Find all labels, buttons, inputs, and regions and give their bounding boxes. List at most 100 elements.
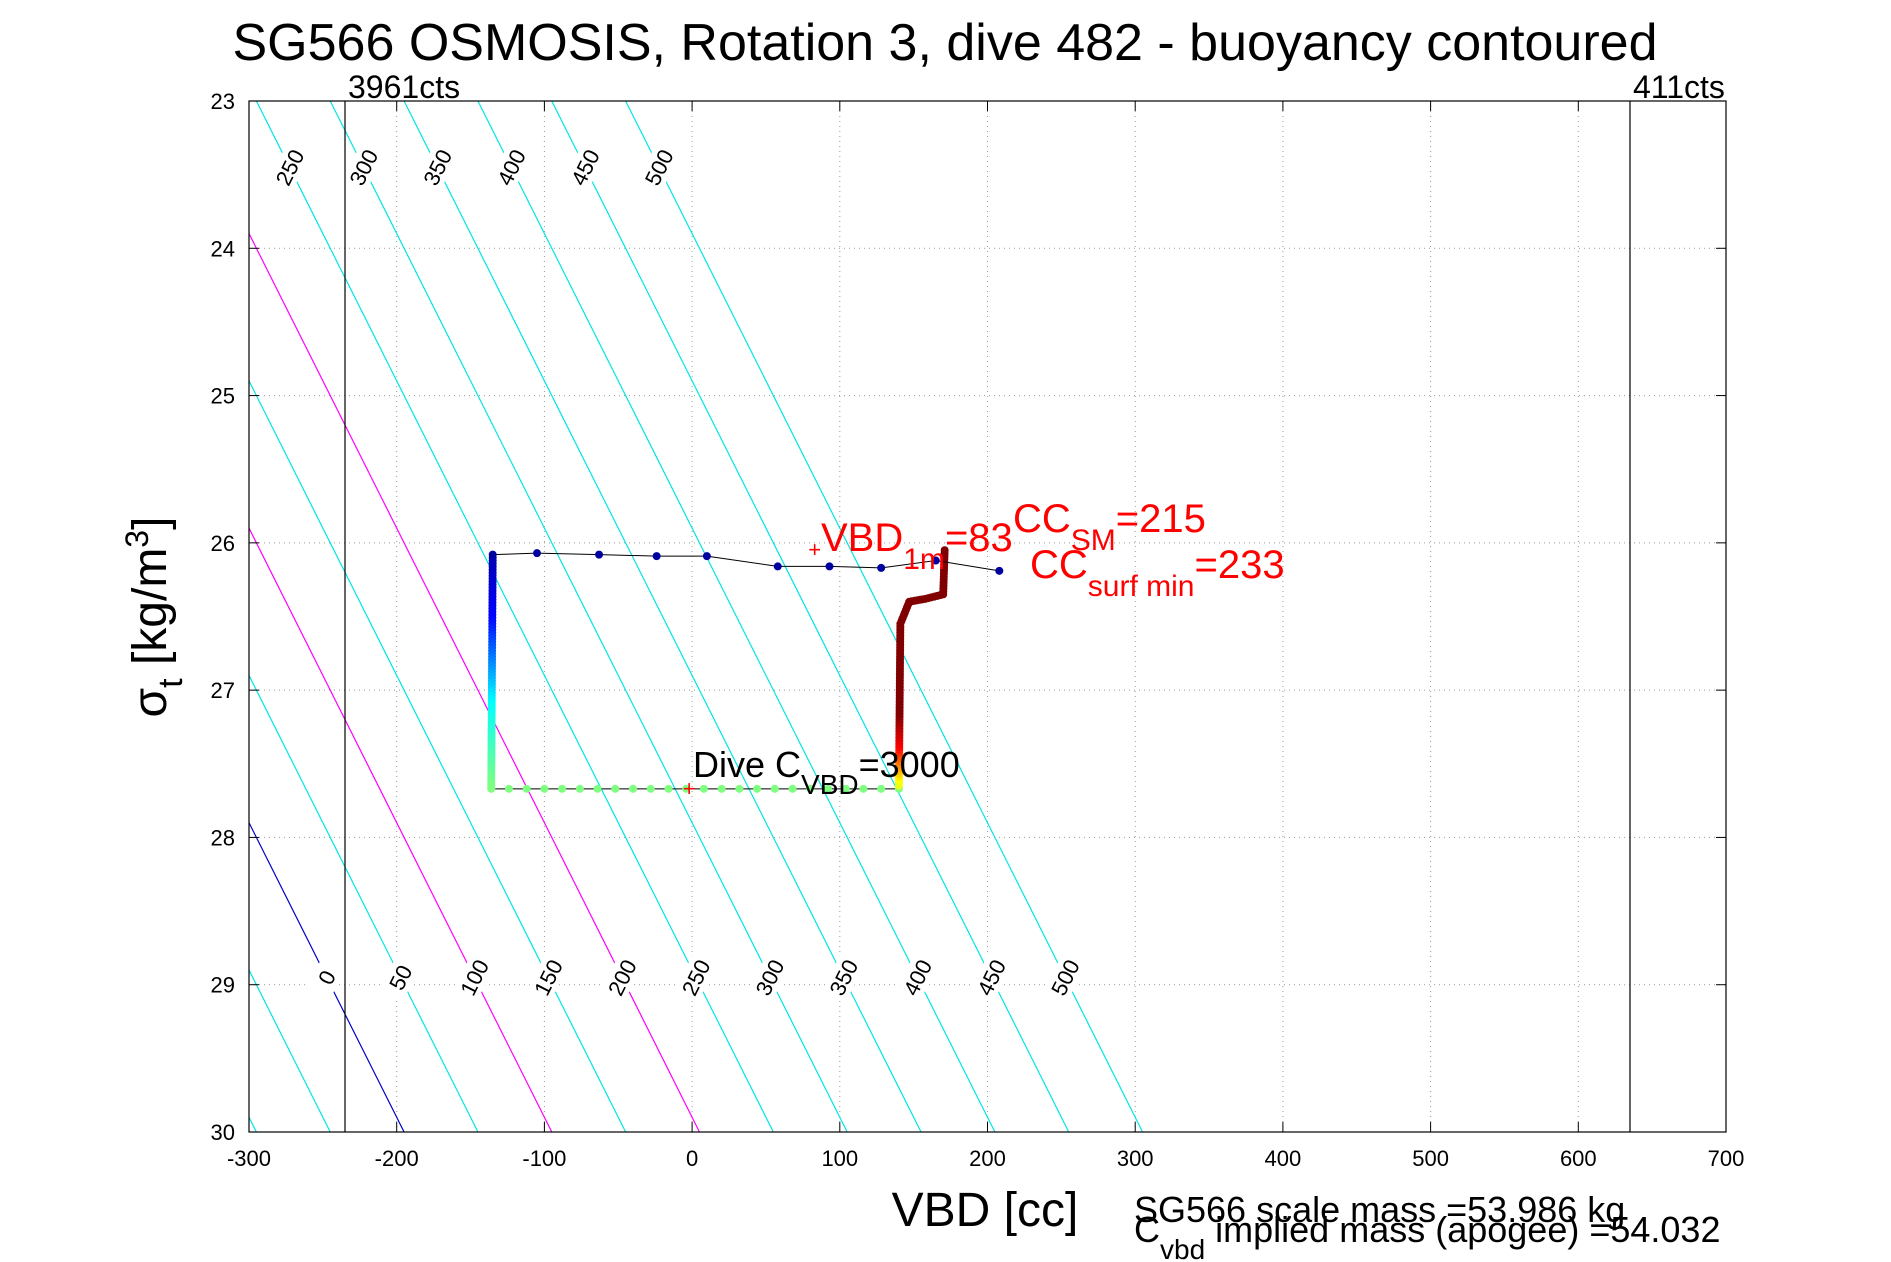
- contour-line: [249, 379, 627, 1132]
- dive-sample-point: [753, 784, 762, 793]
- climb-sample-point: [533, 549, 542, 558]
- contour-line: [551, 101, 1070, 1132]
- x-tick-label: -200: [375, 1146, 419, 1171]
- contour-line: [403, 101, 922, 1132]
- x-tick-label: -300: [227, 1146, 271, 1171]
- contour-line: [0, 101, 109, 1132]
- contour-label-bg: [305, 951, 349, 1003]
- climb-path-line: [492, 552, 1000, 572]
- climb-sample-point: [595, 550, 604, 559]
- dive-sample-point: [664, 784, 673, 793]
- contour-label-bg: [452, 951, 496, 1003]
- y-tick-label: 29: [211, 973, 235, 998]
- dive-sample-point: [682, 784, 691, 793]
- x-tick-label: 500: [1412, 1146, 1449, 1171]
- annotation-markers: ++: [683, 537, 821, 801]
- contour-line: [255, 101, 774, 1132]
- dive-sample-point: [540, 784, 549, 793]
- dive-sample-point: [646, 784, 655, 793]
- climb-sample-point: [825, 562, 834, 571]
- x-tick-label: 0: [686, 1146, 698, 1171]
- climb-sample-point: [773, 562, 782, 571]
- contour-label-bg: [378, 951, 422, 1003]
- dive-sample-point: [487, 784, 496, 793]
- x-tick-label: 400: [1265, 1146, 1302, 1171]
- x-axis-ticks: -300 -200 -100 0 100 200 300 400 500 600 700: [227, 101, 1744, 1171]
- count-limit-label: 411cts: [1633, 69, 1725, 105]
- dive-sample-point: [841, 784, 850, 793]
- contour-label-bg: [489, 141, 533, 193]
- dive-sample-point: [788, 784, 797, 793]
- contour-label-bg: [748, 951, 792, 1003]
- contour-line: [0, 101, 35, 1132]
- contour-label-bg: [637, 141, 681, 193]
- y-tick-label: 23: [211, 89, 235, 114]
- contour-line: [249, 526, 553, 1132]
- x-tick-label: 100: [821, 1146, 858, 1171]
- contour-label-bg: [600, 951, 644, 1003]
- contour-line: [329, 101, 848, 1132]
- dive-sample-point: [717, 784, 726, 793]
- y-tick-label: 28: [211, 825, 235, 850]
- contour-label-bg: [969, 951, 1013, 1003]
- contour-label-bg: [341, 141, 385, 193]
- dive-sample-point: [593, 784, 602, 793]
- dive-sample-point: [558, 784, 567, 793]
- dive-sample-point: [859, 784, 868, 793]
- contour-line: [249, 821, 405, 1132]
- contour-label-bg: [268, 141, 312, 193]
- contour-line: [625, 101, 1144, 1132]
- x-tick-label: 200: [969, 1146, 1006, 1171]
- y-axis-label: σt [kg/m3]: [119, 517, 190, 718]
- climb-sample-point: [931, 556, 940, 565]
- dive-sample-point: [611, 784, 620, 793]
- y-tick-label: 24: [211, 236, 235, 261]
- y-tick-label: 27: [211, 678, 235, 703]
- plus-marker: +: [683, 776, 696, 801]
- climb-sample-point: [488, 550, 497, 559]
- dive-sample-point: [629, 784, 638, 793]
- contour-label-bg: [526, 951, 570, 1003]
- cc-sm-annotation: CCSM=215: [1013, 497, 1206, 557]
- contour-label-bg: [674, 951, 718, 1003]
- contour-line: [249, 232, 701, 1132]
- dive-sample-point: [877, 784, 886, 793]
- climb-sample-point: [877, 563, 886, 572]
- chart-title: SG566 OSMOSIS, Rotation 3, dive 482 - bu…: [232, 14, 1657, 72]
- grid-lines: [249, 101, 1726, 1132]
- dive-profile: [487, 546, 1004, 793]
- dive-sample-point: [823, 784, 832, 793]
- y-tick-label: 26: [211, 531, 235, 556]
- contour-label-bg: [822, 951, 865, 1003]
- plus-marker: +: [808, 537, 821, 562]
- contour-label-bg: [563, 141, 607, 193]
- x-tick-label: 600: [1560, 1146, 1597, 1171]
- scale-mass-note: SG566 scale mass =53.986 kg: [1134, 1189, 1625, 1230]
- x-tick-label: 700: [1708, 1146, 1745, 1171]
- contour-label-bg: [1043, 951, 1087, 1003]
- dive-sample-point: [735, 784, 744, 793]
- climb-sample-point: [652, 552, 661, 561]
- dive-cvbd-annotation: Dive CVBD=3000: [693, 744, 960, 800]
- dive-sample-point: [806, 784, 815, 793]
- contour-line: [477, 101, 996, 1132]
- contour-line: [249, 674, 479, 1132]
- vbd-1m-annotation: VBD1m=83: [821, 516, 1013, 576]
- climb-sample-point: [995, 566, 1004, 575]
- dive-sample-point: [770, 784, 779, 793]
- y-tick-label: 30: [211, 1120, 235, 1145]
- contour-label-bg: [895, 951, 939, 1003]
- contour-label-bg: [415, 141, 459, 193]
- dive-sample-point: [575, 784, 584, 793]
- dive-sample-point: [699, 784, 708, 793]
- x-tick-label: -100: [522, 1146, 566, 1171]
- implied-mass-note: Cvbd implied mass (apogee) =54.032: [1134, 1209, 1720, 1262]
- dive-sample-point: [940, 546, 949, 555]
- count-limit-label: 3961cts: [348, 69, 460, 105]
- climb-sample-point: [702, 552, 711, 561]
- count-limit-lines: 3961cts 411cts: [344, 69, 1725, 1132]
- dive-sample-point: [522, 784, 531, 793]
- y-tick-label: 25: [211, 384, 235, 409]
